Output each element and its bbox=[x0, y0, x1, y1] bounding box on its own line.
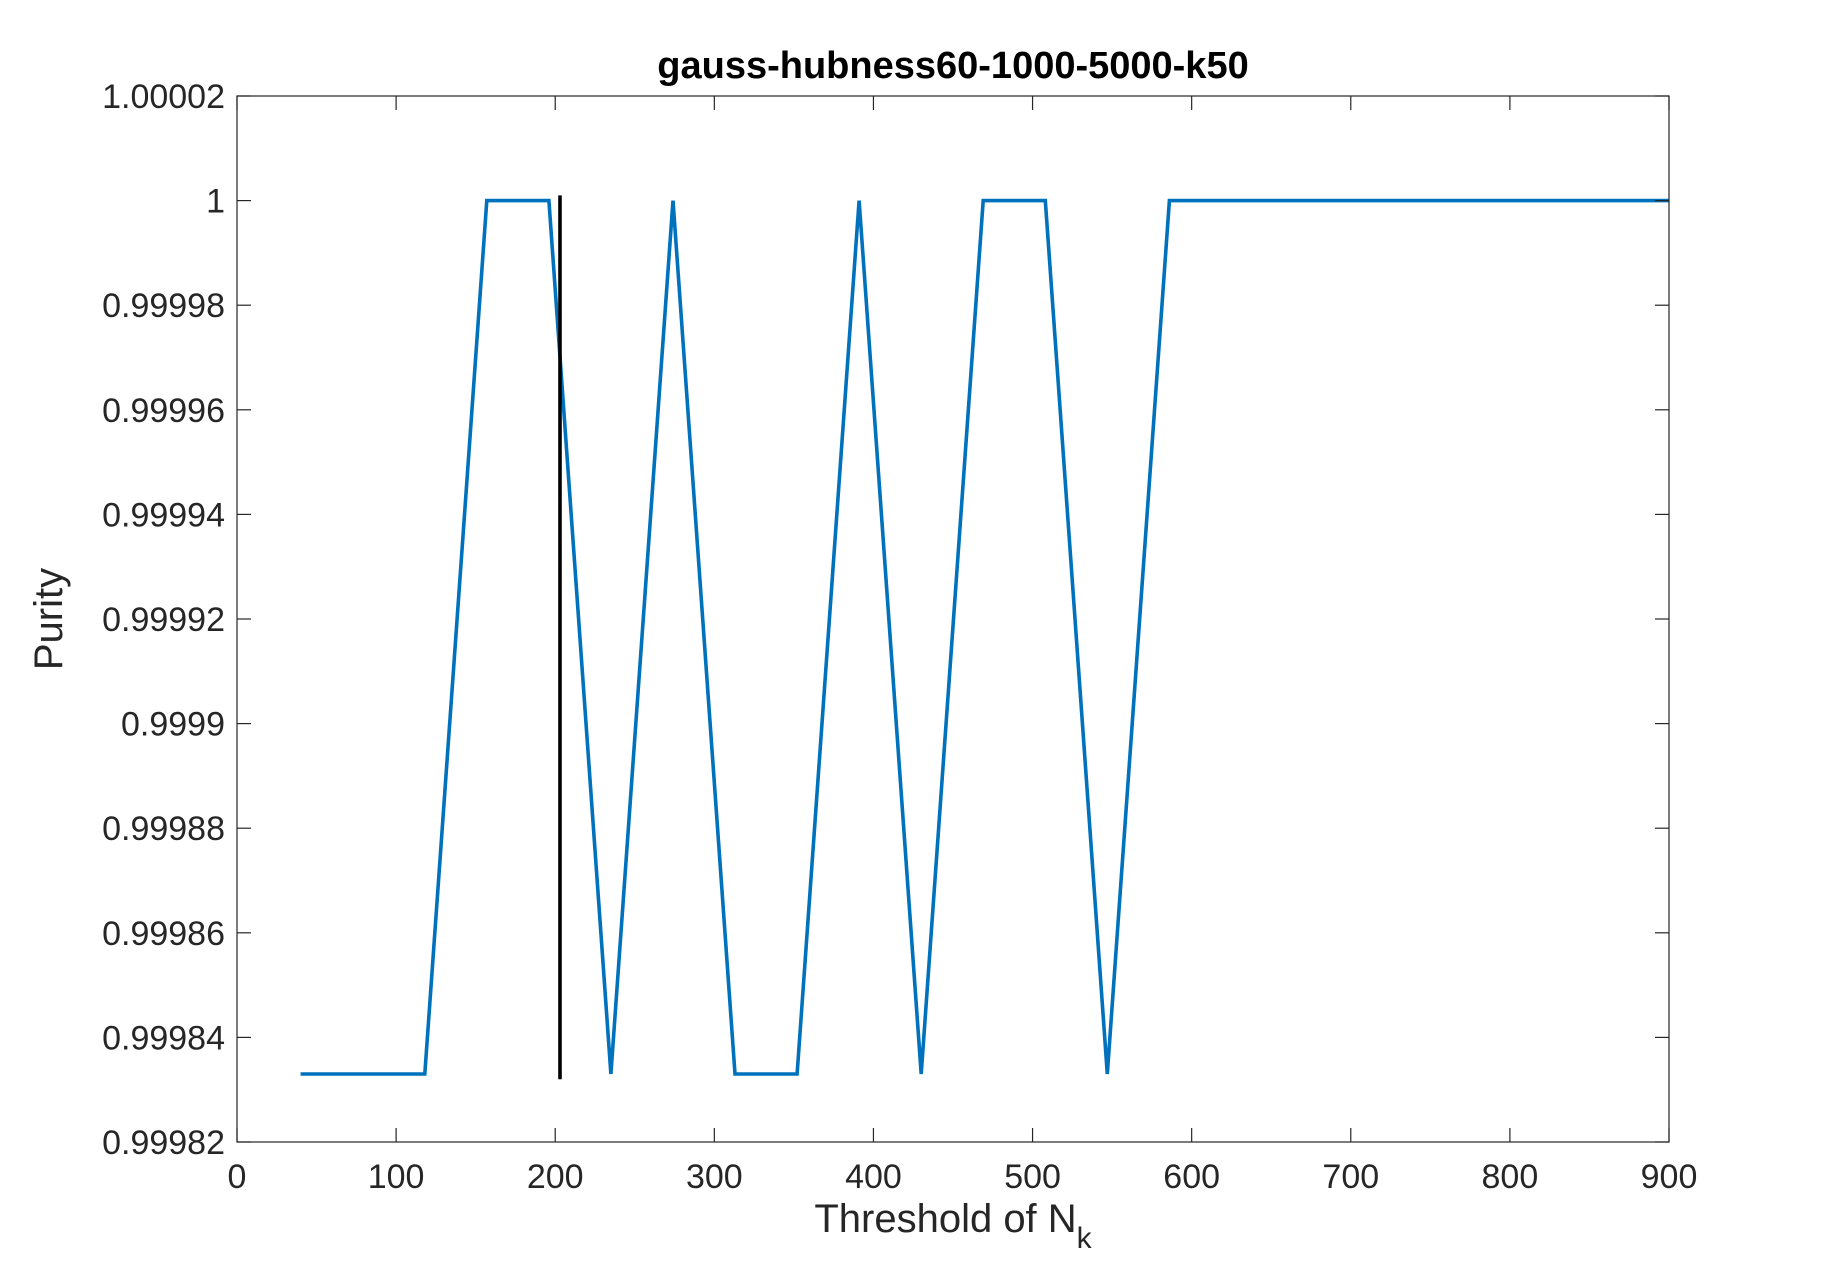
y-tick-label: 0.99982 bbox=[102, 1124, 225, 1162]
series-line bbox=[300, 198, 1669, 1076]
x-tick-label: 500 bbox=[1004, 1158, 1061, 1196]
x-tick-label: 100 bbox=[368, 1158, 425, 1196]
x-tick-label: 200 bbox=[527, 1158, 584, 1196]
y-tick-label: 1 bbox=[206, 183, 225, 221]
x-tick-label: 0 bbox=[228, 1158, 247, 1196]
x-tick-label: 700 bbox=[1322, 1158, 1379, 1196]
x-axis-label-subscript: k bbox=[1077, 1222, 1093, 1255]
x-axis-label: Threshold of Nk bbox=[814, 1197, 1092, 1255]
y-axis-label: Purity bbox=[27, 568, 71, 670]
y-tick-label: 0.99988 bbox=[102, 810, 225, 848]
y-tick-label: 1.00002 bbox=[102, 78, 225, 116]
x-axis-label-main: Threshold of N bbox=[814, 1197, 1076, 1241]
x-axis-ticks: 0 100 200 300 400 500 600 700 800 900 bbox=[228, 96, 1698, 1196]
y-tick-label: 0.99986 bbox=[102, 915, 225, 953]
x-tick-label: 600 bbox=[1163, 1158, 1220, 1196]
x-tick-label: 400 bbox=[845, 1158, 902, 1196]
y-tick-label: 0.99996 bbox=[102, 392, 225, 430]
plot-layer bbox=[300, 195, 1669, 1080]
y-tick-label: 0.9999 bbox=[121, 706, 225, 744]
x-tick-label: 800 bbox=[1482, 1158, 1539, 1196]
y-tick-label: 0.99994 bbox=[102, 496, 225, 534]
y-tick-label: 0.99992 bbox=[102, 601, 225, 639]
y-tick-label: 0.99998 bbox=[102, 287, 225, 325]
y-tick-label: 0.99984 bbox=[102, 1019, 225, 1057]
chart-title: gauss-hubness60-1000-5000-k50 bbox=[657, 45, 1248, 87]
y-axis-ticks: 0.99982 0.99984 0.99986 0.99988 0.9999 0.9999… bbox=[102, 78, 1669, 1162]
x-tick-label: 900 bbox=[1641, 1158, 1698, 1196]
x-tick-label: 300 bbox=[686, 1158, 743, 1196]
